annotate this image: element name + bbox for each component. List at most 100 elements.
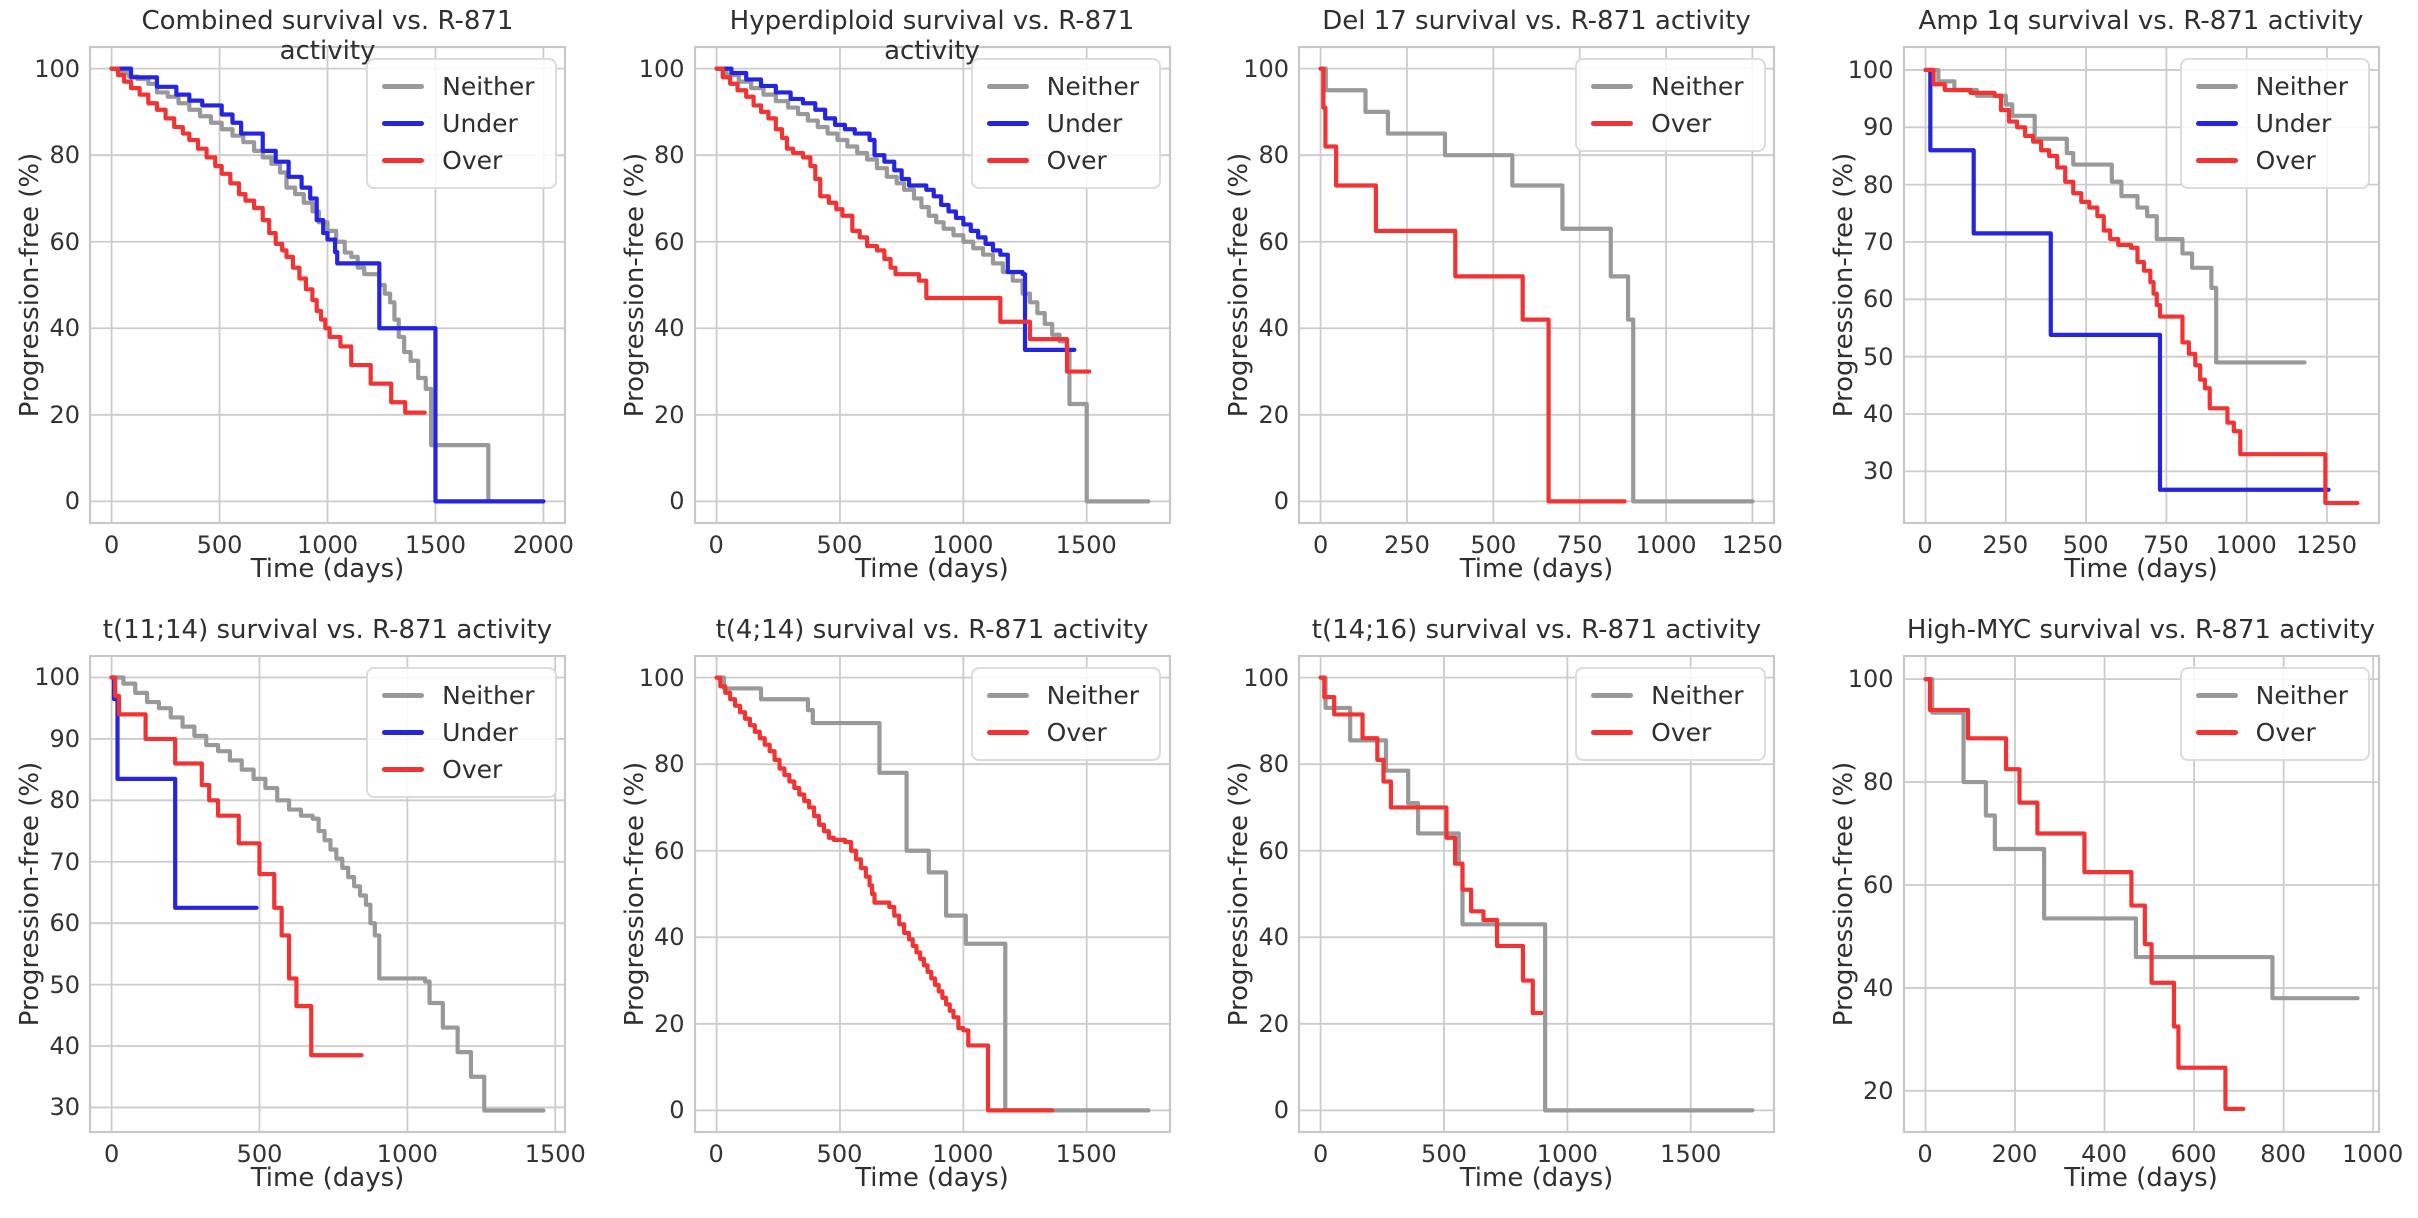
axes-box [1297, 654, 1776, 1134]
km-curve-over [1922, 677, 2245, 1111]
y-tick-label: 60 [1862, 285, 1894, 314]
x-tick-label: 1000 [376, 1140, 438, 1168]
km-curve-over [1922, 67, 2360, 506]
y-tick-label: 20 [1862, 1076, 1894, 1105]
y-axis-label: Progression-free (%) [619, 761, 650, 1027]
x-tick-label: 0 [1312, 531, 1329, 559]
km-curve-over [1318, 675, 1544, 1016]
x-tick-label: 250 [1384, 531, 1430, 559]
legend-item: Neither [2195, 677, 2348, 714]
x-axis-label: Time (days) [250, 554, 405, 584]
survival-chart: Amp 1q survival vs. R-871 activity Progr… [1814, 0, 2418, 609]
legend-item: Neither [2195, 68, 2348, 105]
y-tick-label: 80 [653, 141, 685, 170]
x-axis-label: Time (days) [1459, 1163, 1614, 1193]
survival-chart: Hyperdiploid survival vs. R-871 activity… [605, 0, 1210, 609]
km-curve-neither [1318, 675, 1755, 1113]
legend-line-swatch [382, 158, 425, 163]
legend: Neither Under Over [366, 58, 557, 189]
axes-box [88, 45, 567, 525]
legend-item: Under [2195, 105, 2348, 142]
legend: Neither Under Over [970, 58, 1161, 189]
legend-label: Over [2255, 146, 2316, 175]
legend-label: Under [1046, 109, 1123, 138]
legend-item: Neither [1591, 68, 1744, 105]
chart-title: t(11;14) survival vs. R-871 activity [102, 615, 553, 645]
legend-line-swatch [382, 84, 425, 89]
y-axis-label: Progression-free (%) [15, 152, 45, 418]
x-tick-label: 1500 [1660, 1140, 1722, 1168]
legend-line-swatch [2195, 84, 2238, 89]
survival-chart: Del 17 survival vs. R-871 activity Progr… [1209, 0, 1814, 609]
axes-box [1902, 45, 2380, 525]
y-tick-label: 70 [1862, 227, 1894, 256]
km-curve-over [713, 675, 1054, 1113]
axes-box [1297, 45, 1776, 525]
legend-label: Over [1046, 718, 1107, 747]
km-curve-over [1318, 66, 1627, 504]
x-tick-label: 1500 [1055, 531, 1117, 559]
x-axis-label: Time (days) [1459, 554, 1614, 584]
axes-box [693, 45, 1171, 525]
km-curve-neither [1318, 66, 1755, 504]
y-tick-label: 40 [1258, 314, 1289, 343]
legend-label: Neither [442, 681, 535, 710]
legend-label: Neither [2255, 681, 2348, 710]
y-tick-label: 60 [653, 836, 685, 865]
y-tick-label: 60 [653, 227, 685, 256]
legend-line-swatch [1591, 121, 1634, 126]
legend-line-swatch [1591, 84, 1634, 89]
km-curve-over [109, 675, 364, 1058]
x-tick-label: 0 [1917, 1140, 1933, 1168]
y-tick-label: 70 [49, 847, 80, 876]
y-tick-label: 40 [49, 1032, 80, 1060]
y-tick-label: 20 [653, 1009, 685, 1038]
legend-line-swatch [986, 121, 1029, 126]
legend-label: Over [442, 146, 503, 175]
y-tick-label: 50 [49, 970, 80, 999]
legend-label: Over [442, 755, 503, 784]
legend-item: Neither [986, 677, 1139, 714]
x-tick-label: 200 [1991, 1140, 2038, 1168]
legend-line-swatch [382, 121, 425, 126]
y-tick-label: 80 [49, 141, 80, 170]
y-tick-label: 40 [653, 923, 685, 952]
axes-box [88, 654, 567, 1134]
y-tick-label: 30 [49, 1093, 80, 1122]
y-tick-label: 20 [653, 400, 685, 429]
legend-item: Over [382, 751, 534, 788]
survival-chart: t(4;14) survival vs. R-871 activity Prog… [605, 609, 1210, 1218]
chart-title: Combined survival vs. R-871 activity [141, 6, 514, 66]
legend-line-swatch [986, 158, 1029, 163]
legend-label: Over [2255, 718, 2316, 747]
x-axis-label: Time (days) [855, 554, 1009, 584]
legend-line-swatch [382, 767, 425, 772]
x-axis-label: Time (days) [2064, 554, 2218, 584]
x-tick-label: 750 [1556, 531, 1603, 559]
y-tick-label: 0 [1273, 1096, 1289, 1125]
x-tick-label: 1500 [404, 531, 466, 559]
legend-line-swatch [986, 730, 1029, 735]
plot-area [693, 45, 1171, 525]
chart-title: Amp 1q survival vs. R-871 activity [1918, 6, 2364, 36]
y-tick-label: 60 [1258, 836, 1289, 865]
y-tick-label: 100 [34, 54, 80, 83]
y-tick-label: 0 [669, 1096, 685, 1125]
y-tick-label: 100 [34, 663, 80, 692]
km-curve-neither [1922, 677, 2360, 1001]
x-tick-label: 1000 [296, 531, 359, 559]
x-tick-label: 1500 [1055, 1140, 1117, 1168]
x-tick-label: 1250 [2295, 531, 2358, 559]
legend: Neither Over [970, 667, 1161, 761]
legend-line-swatch [2195, 121, 2238, 126]
legend-item: Over [986, 714, 1139, 751]
y-tick-label: 20 [49, 400, 80, 429]
legend-label: Neither [1046, 72, 1139, 101]
legend-label: Neither [1651, 72, 1744, 101]
x-tick-label: 0 [1312, 1140, 1329, 1168]
axes-box [1902, 654, 2380, 1134]
x-tick-label: 500 [2062, 531, 2109, 559]
km-curve-over [713, 66, 1091, 374]
y-tick-label: 20 [1258, 1009, 1289, 1038]
legend: Neither Over [1575, 58, 1766, 152]
